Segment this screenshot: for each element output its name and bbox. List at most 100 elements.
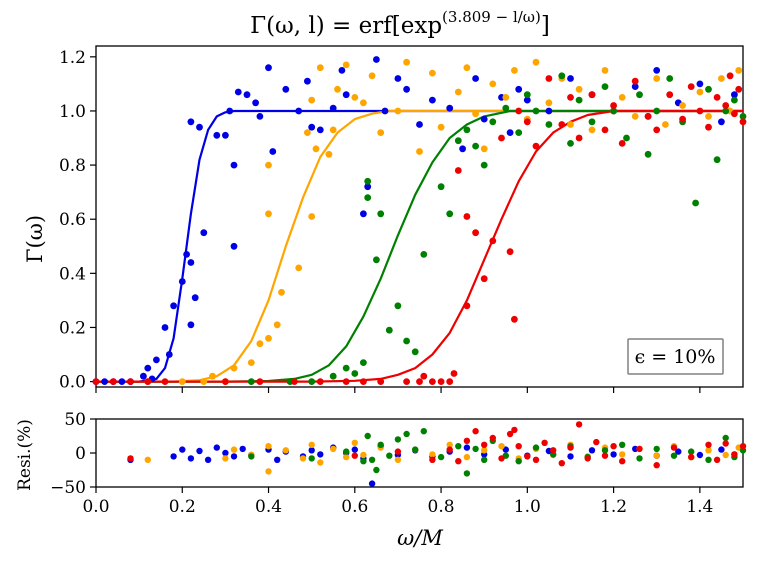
point-blue — [329, 104, 337, 112]
x-tick-label: 0.6 — [341, 497, 368, 517]
point-green — [437, 183, 445, 191]
point-orange — [265, 161, 272, 169]
point-orange — [545, 99, 553, 107]
point-red — [416, 378, 423, 385]
residual-point-red — [610, 443, 617, 450]
point-red — [739, 118, 747, 126]
point-orange — [377, 129, 385, 137]
point-red — [127, 378, 134, 385]
residual-y-tick-label: 0 — [75, 444, 86, 464]
x-tick-label: 1.2 — [600, 497, 627, 517]
main-x-ticks — [95, 387, 701, 393]
point-red — [316, 378, 324, 385]
residual-point-red — [688, 453, 695, 461]
point-orange — [679, 102, 686, 109]
point-green — [567, 140, 574, 147]
residual-point-orange — [144, 456, 151, 463]
point-red — [731, 110, 738, 118]
point-orange — [230, 364, 238, 372]
point-blue — [472, 75, 479, 82]
main-y-tick-label: 0.8 — [59, 156, 86, 176]
point-red — [291, 378, 298, 385]
point-red — [480, 275, 488, 283]
point-green — [364, 177, 372, 185]
point-red — [144, 378, 152, 385]
point-green — [623, 134, 630, 142]
point-red — [498, 134, 505, 142]
point-red — [463, 213, 471, 220]
residual-point-orange — [343, 453, 350, 461]
point-red — [472, 229, 479, 237]
point-green — [308, 378, 316, 385]
point-green — [342, 364, 350, 372]
point-blue — [230, 242, 238, 250]
residual-point-red — [532, 456, 540, 463]
legend-label: ϵ = 10% — [635, 346, 716, 368]
point-orange — [360, 99, 367, 107]
point-blue — [153, 356, 160, 364]
point-orange — [601, 67, 609, 74]
point-blue — [196, 123, 203, 131]
point-red — [161, 378, 169, 385]
residual-point-orange — [308, 441, 315, 448]
fit-curve-green — [96, 109, 743, 383]
residual-point-blue — [222, 449, 229, 457]
point-orange — [696, 88, 704, 96]
point-green — [601, 83, 609, 90]
main-y-tick-label: 1.2 — [59, 48, 86, 68]
residual-point-red — [619, 458, 626, 465]
residual-point-red — [472, 428, 479, 435]
x-tick-label: 0.2 — [169, 497, 196, 517]
chart-title-exponent: (3.809 − l/ω) — [442, 8, 541, 26]
point-red — [360, 378, 367, 385]
residual-point-orange — [282, 447, 289, 454]
point-red — [342, 378, 350, 385]
residual-point-green — [653, 445, 660, 453]
residual-point-red — [515, 443, 522, 450]
point-green — [636, 91, 643, 99]
point-green — [739, 113, 747, 120]
residual-point-red — [489, 434, 496, 442]
residual-point-blue — [274, 456, 281, 463]
residual-point-green — [403, 430, 410, 438]
point-blue — [360, 210, 367, 218]
residual-point-blue — [187, 455, 195, 462]
residual-point-orange — [222, 455, 229, 462]
point-green — [722, 107, 730, 115]
x-tick-label: 1.0 — [514, 497, 541, 517]
point-green — [610, 107, 617, 115]
point-blue — [200, 229, 208, 237]
residual-point-blue — [196, 447, 203, 455]
point-red — [631, 77, 639, 85]
point-green — [575, 96, 583, 104]
point-red — [558, 121, 566, 128]
point-blue — [308, 123, 316, 131]
point-green — [364, 194, 372, 202]
point-blue — [696, 80, 704, 88]
point-green — [666, 75, 674, 82]
point-green — [403, 337, 410, 345]
point-orange — [511, 67, 518, 74]
residual-point-blue — [308, 447, 315, 454]
point-blue — [394, 75, 402, 82]
point-green — [446, 210, 454, 218]
point-blue — [187, 259, 195, 266]
point-orange — [403, 58, 410, 66]
fit-curves — [96, 109, 743, 383]
point-blue — [252, 99, 259, 107]
point-green — [385, 326, 393, 334]
point-green — [373, 256, 380, 264]
point-orange — [532, 58, 540, 66]
x-tick-label: 1.4 — [686, 497, 713, 517]
residual-point-red — [636, 445, 643, 453]
residual-point-green — [308, 455, 315, 462]
main-y-tick-label: 0.4 — [59, 264, 86, 284]
residual-point-blue — [351, 446, 358, 453]
fit-curve-orange — [96, 109, 743, 383]
residual-point-red — [446, 446, 453, 453]
residual-point-red — [731, 451, 738, 458]
point-green — [653, 107, 661, 115]
point-orange — [489, 80, 497, 88]
point-blue — [269, 148, 277, 155]
point-red — [575, 134, 583, 142]
